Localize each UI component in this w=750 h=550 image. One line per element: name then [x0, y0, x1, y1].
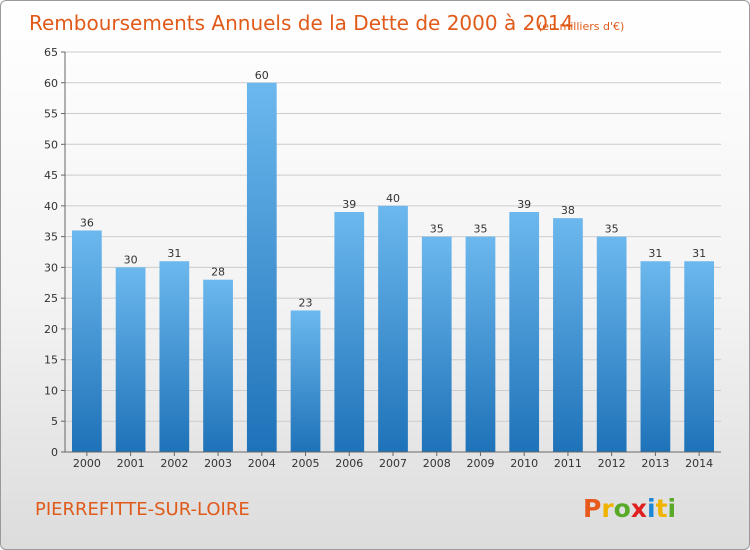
y-tick-label: 55 — [44, 108, 58, 121]
bar-2003 — [203, 279, 233, 452]
logo-letter: r — [601, 494, 614, 523]
bar-2000 — [71, 230, 102, 452]
data-label-2007: 40 — [386, 192, 400, 205]
x-tick-label-2009: 2009 — [466, 457, 494, 470]
bar-2006 — [334, 212, 365, 452]
x-tick-label-2008: 2008 — [423, 457, 451, 470]
bar-2012 — [596, 236, 627, 452]
x-tick-label-2013: 2013 — [641, 457, 669, 470]
proxiti-logo: Proxiti — [583, 494, 676, 523]
y-tick-label: 20 — [44, 323, 58, 336]
logo-letter: x — [631, 494, 647, 523]
data-label-2000: 36 — [80, 216, 94, 229]
y-tick-label: 0 — [51, 446, 58, 459]
bar-2007 — [378, 205, 408, 452]
chart-unit: (en milliers d'€) — [538, 20, 624, 33]
chart-title: Remboursements Annuels de la Dette de 20… — [29, 11, 573, 35]
x-tick-label-2014: 2014 — [685, 457, 713, 470]
logo-letter: t — [656, 494, 668, 523]
bar-2005 — [290, 310, 321, 452]
bar-2009 — [465, 236, 496, 452]
x-tick-label-2005: 2005 — [292, 457, 320, 470]
data-label-2011: 38 — [561, 204, 575, 217]
data-label-2003: 28 — [211, 266, 225, 279]
bar-2008 — [421, 236, 452, 452]
bar-2013 — [640, 261, 671, 452]
commune-name: PIERREFITTE-SUR-LOIRE — [35, 499, 250, 520]
data-label-2001: 30 — [124, 253, 138, 266]
data-label-2004: 60 — [255, 69, 269, 82]
data-label-2010: 39 — [517, 198, 531, 211]
bar-layer: 36 30 31 28 60 23 39 40 35 35 39 38 35 31 31 — [71, 69, 715, 453]
y-tick-label: 15 — [44, 354, 58, 367]
y-tick-label: 10 — [44, 384, 58, 397]
axis-layer: 0 5 10 15 20 25 30 35 40 45 50 55 60 65 2000 2001 2002 20… — [44, 46, 721, 470]
x-tick-label-2011: 2011 — [554, 457, 582, 470]
y-tick-label: 45 — [44, 169, 58, 182]
x-tick-label-2001: 2001 — [117, 457, 145, 470]
data-label-2013: 31 — [648, 247, 662, 260]
y-tick-label: 65 — [44, 46, 58, 59]
y-tick-label: 30 — [44, 261, 58, 274]
y-tick-label: 60 — [44, 77, 58, 90]
x-tick-label-2003: 2003 — [204, 457, 232, 470]
x-tick-label-2010: 2010 — [510, 457, 538, 470]
data-label-2012: 35 — [605, 223, 619, 236]
x-tick-label-2006: 2006 — [335, 457, 363, 470]
x-tick-label-2000: 2000 — [73, 457, 101, 470]
data-label-2006: 39 — [342, 198, 356, 211]
y-tick-label: 25 — [44, 292, 58, 305]
y-tick-label: 35 — [44, 231, 58, 244]
bar-2014 — [684, 261, 715, 452]
logo-letter: i — [647, 494, 656, 523]
logo-letter: P — [583, 494, 601, 523]
x-tick-label-2004: 2004 — [248, 457, 276, 470]
x-tick-label-2002: 2002 — [160, 457, 188, 470]
x-tick-label-2007: 2007 — [379, 457, 407, 470]
data-label-2005: 23 — [299, 296, 313, 309]
y-tick-label: 50 — [44, 138, 58, 151]
data-label-2014: 31 — [692, 247, 706, 260]
bar-2004 — [246, 82, 277, 453]
logo-letter: o — [614, 494, 631, 523]
data-label-2002: 31 — [167, 247, 181, 260]
data-label-2009: 35 — [473, 223, 487, 236]
bar-2010 — [509, 212, 540, 452]
bar-2001 — [115, 267, 146, 452]
bar-2011 — [553, 218, 583, 452]
y-tick-label: 5 — [51, 415, 58, 428]
y-tick-label: 40 — [44, 200, 58, 213]
bar-2002 — [159, 261, 190, 452]
x-tick-label-2012: 2012 — [598, 457, 626, 470]
logo-letter: i — [668, 494, 677, 523]
data-label-2008: 35 — [430, 223, 444, 236]
